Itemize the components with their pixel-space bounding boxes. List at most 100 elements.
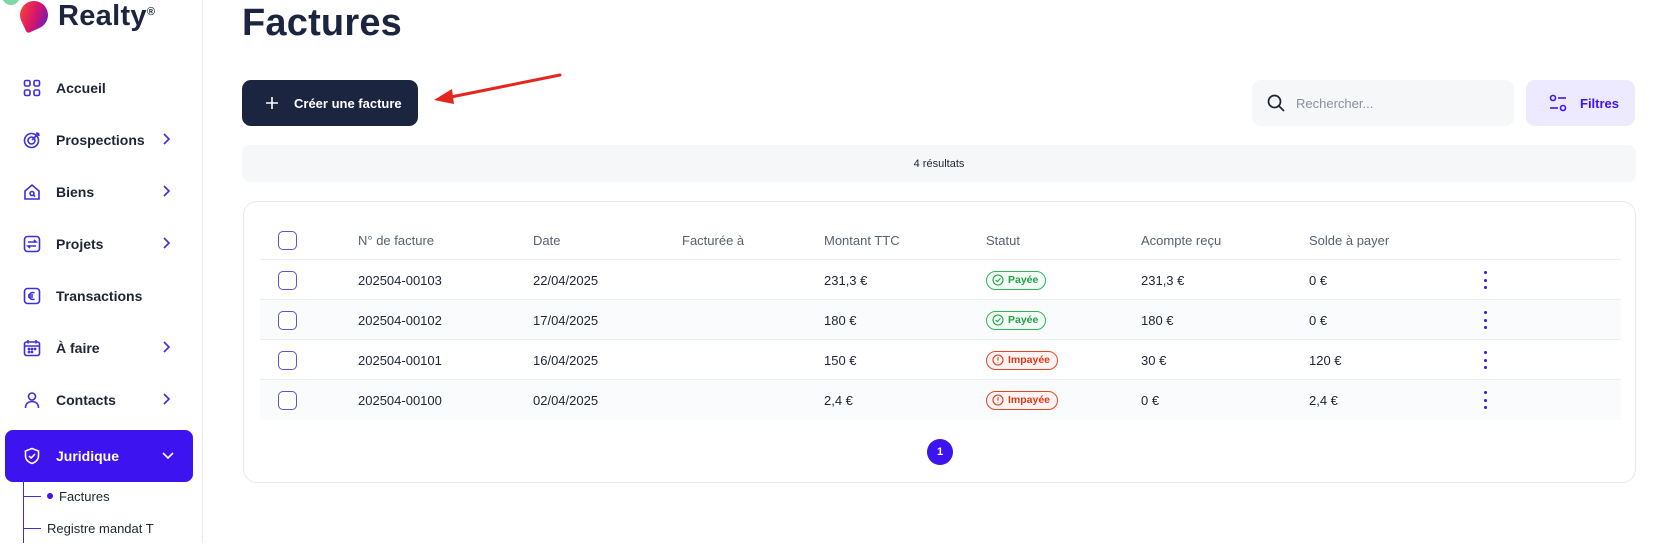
create-invoice-button[interactable]: Créer une facture: [242, 80, 418, 126]
user-icon: [22, 390, 42, 410]
target-icon: [22, 130, 42, 150]
results-count: 4 résultats: [242, 145, 1636, 182]
chevron-right-icon: [159, 132, 173, 146]
invoice-number[interactable]: 202504-00103: [358, 272, 442, 288]
column-header[interactable]: Solde à payer: [1309, 232, 1390, 248]
sidebar-item-label: À faire: [56, 340, 100, 356]
sidebar-subitem-label: Factures: [59, 488, 110, 504]
column-header[interactable]: Montant TTC: [824, 232, 900, 248]
sidebar-nav: Accueil Prospections Biens Projets: [0, 62, 203, 482]
sidebar-item-label: Juridique: [56, 448, 120, 464]
sidebar-subnav-juridique: Factures Registre mandat T: [0, 480, 203, 544]
sidebar-item-a-faire[interactable]: À faire: [0, 322, 203, 374]
more-actions-icon[interactable]: [1484, 351, 1488, 369]
chevron-right-icon: [159, 392, 173, 406]
sidebar-item-biens[interactable]: Biens: [0, 166, 203, 218]
sidebar-item-projets[interactable]: Projets: [0, 218, 203, 270]
row-checkbox[interactable]: [278, 350, 297, 370]
status-badge: Impayée: [986, 390, 1059, 410]
search-input[interactable]: [1296, 95, 1496, 111]
annotation-arrow: [434, 73, 562, 104]
table-row[interactable]: 202504-00103 22/04/2025 231,3 € Payée 23…: [260, 260, 1621, 300]
table-row[interactable]: 202504-00100 02/04/2025 2,4 € Impayée 0 …: [260, 380, 1621, 420]
tree-line: [23, 480, 24, 543]
sidebar-item-prospections[interactable]: Prospections: [0, 114, 203, 166]
page-title: Factures: [242, 2, 403, 44]
sidebar-subitem-label: Registre mandat T: [47, 520, 154, 536]
sidebar-item-juridique[interactable]: Juridique: [5, 430, 193, 482]
chevron-right-icon: [159, 184, 173, 198]
row-checkbox[interactable]: [278, 390, 297, 410]
logo[interactable]: Realty®: [2, 0, 156, 38]
house-icon: [22, 182, 42, 202]
realty-logo-mark: [2, 0, 53, 34]
invoice-deposit: 231,3 €: [1141, 272, 1185, 288]
column-header[interactable]: N° de facture: [358, 232, 435, 248]
more-actions-icon[interactable]: [1484, 271, 1488, 289]
status-badge: Payée: [986, 270, 1047, 290]
sidebar-subitem-factures[interactable]: Factures: [0, 480, 203, 512]
invoice-amount: 2,4 €: [824, 392, 853, 408]
chevron-right-icon: [159, 236, 173, 250]
invoice-date: 16/04/2025: [533, 352, 599, 368]
more-actions-icon[interactable]: [1484, 391, 1488, 409]
logo-text: Realty®: [58, 0, 156, 32]
filters-button[interactable]: Filtres: [1526, 80, 1635, 126]
invoice-amount: 231,3 €: [824, 272, 868, 288]
table-row[interactable]: 202504-00101 16/04/2025 150 € Impayée 30…: [260, 340, 1621, 380]
select-all-checkbox[interactable]: [278, 230, 297, 250]
status-badge: Impayée: [986, 350, 1059, 370]
search-box[interactable]: [1252, 80, 1514, 126]
plus-icon: [266, 97, 278, 109]
invoice-number[interactable]: 202504-00101: [358, 352, 442, 368]
invoice-amount: 180 €: [824, 312, 857, 328]
invoice-date: 02/04/2025: [533, 392, 599, 408]
invoice-deposit: 180 €: [1141, 312, 1174, 328]
pagination-page-1[interactable]: 1: [927, 439, 953, 465]
filter-sliders-icon: [1549, 94, 1567, 112]
chevron-right-icon: [159, 340, 173, 354]
table-header: N° de facture Date Facturée à Montant TT…: [260, 220, 1621, 260]
invoices-table: N° de facture Date Facturée à Montant TT…: [260, 220, 1621, 420]
check-circle-icon: [992, 314, 1004, 326]
create-invoice-label: Créer une facture: [294, 95, 402, 111]
invoices-table-card: N° de facture Date Facturée à Montant TT…: [243, 201, 1636, 483]
column-header[interactable]: Facturée à: [682, 232, 745, 248]
sidebar-item-label: Accueil: [56, 80, 106, 96]
row-checkbox[interactable]: [278, 270, 297, 290]
sidebar-item-label: Contacts: [56, 392, 116, 408]
invoice-deposit: 0 €: [1141, 392, 1160, 408]
row-checkbox[interactable]: [278, 310, 297, 330]
invoice-deposit: 30 €: [1141, 352, 1167, 368]
sidebar: Realty® Accueil Prospections Biens: [0, 0, 203, 543]
sidebar-subitem-registre-mandat[interactable]: Registre mandat T: [0, 512, 203, 544]
filters-label: Filtres: [1580, 95, 1620, 111]
invoice-balance: 0 €: [1309, 272, 1328, 288]
table-row[interactable]: 202504-00102 17/04/2025 180 € Payée 180 …: [260, 300, 1621, 340]
invoice-number[interactable]: 202504-00102: [358, 312, 442, 328]
invoice-balance: 120 €: [1309, 352, 1342, 368]
column-header[interactable]: Date: [533, 232, 561, 248]
euro-icon: [22, 286, 42, 306]
shield-icon: [22, 446, 42, 466]
grid-icon: [22, 78, 42, 98]
chevron-down-icon: [161, 448, 175, 462]
sidebar-item-transactions[interactable]: Transactions: [0, 270, 203, 322]
swap-icon: [22, 234, 42, 254]
sidebar-item-label: Biens: [56, 184, 95, 200]
active-dot-icon: [47, 493, 53, 499]
invoice-amount: 150 €: [824, 352, 857, 368]
check-circle-icon: [992, 274, 1004, 286]
sidebar-item-contacts[interactable]: Contacts: [0, 374, 203, 426]
alert-circle-icon: [992, 354, 1004, 366]
alert-circle-icon: [992, 394, 1004, 406]
invoice-date: 17/04/2025: [533, 312, 599, 328]
column-header[interactable]: Acompte reçu: [1141, 232, 1222, 248]
invoice-date: 22/04/2025: [533, 272, 599, 288]
invoice-number[interactable]: 202504-00100: [358, 392, 442, 408]
status-badge: Payée: [986, 310, 1047, 330]
sidebar-item-accueil[interactable]: Accueil: [0, 62, 203, 114]
sidebar-item-label: Projets: [56, 236, 104, 252]
more-actions-icon[interactable]: [1484, 311, 1488, 329]
column-header[interactable]: Statut: [986, 232, 1020, 248]
